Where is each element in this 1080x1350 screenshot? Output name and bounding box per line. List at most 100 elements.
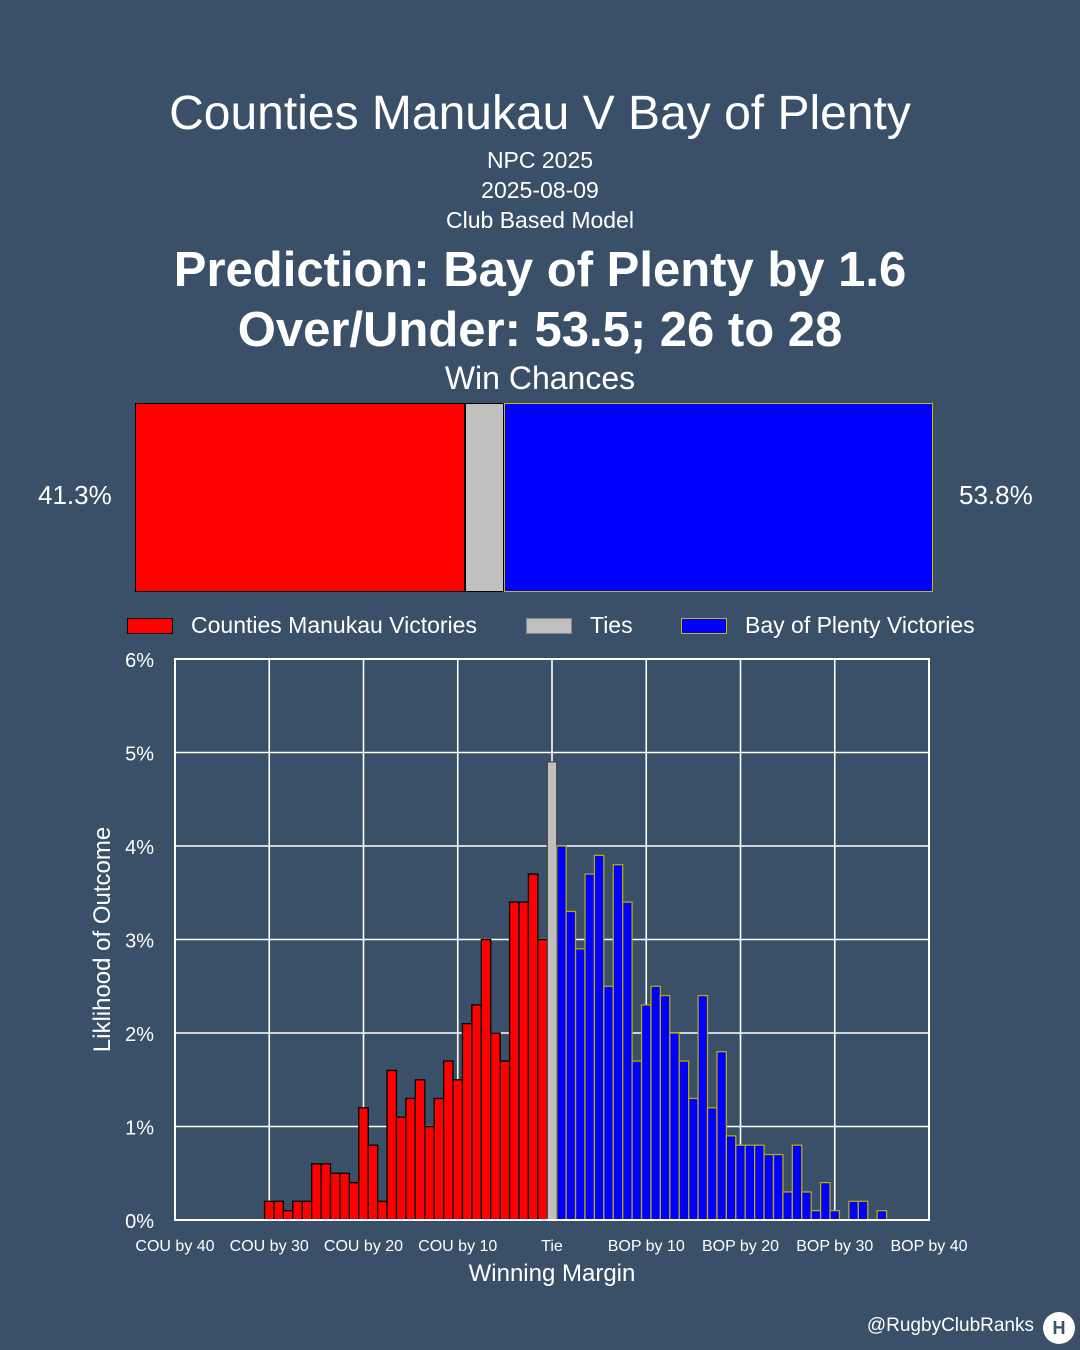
bar bbox=[763, 1153, 775, 1221]
bar bbox=[405, 1097, 416, 1221]
prediction-text: Prediction: Bay of Plenty by 1.6 bbox=[173, 243, 907, 297]
bar bbox=[527, 873, 539, 1221]
bar bbox=[574, 948, 586, 1221]
bar bbox=[461, 1023, 473, 1221]
x-tick-label: COU by 30 bbox=[230, 1238, 309, 1255]
credit-handle: @RugbyClubRanks bbox=[866, 1315, 1034, 1336]
legend-swatch-away bbox=[681, 617, 727, 634]
legend-label-home: Counties Manukau Victories bbox=[191, 612, 477, 638]
y-tick-label: 0% bbox=[125, 1211, 154, 1233]
y-tick-label: 2% bbox=[125, 1024, 154, 1046]
bar bbox=[688, 1097, 699, 1221]
bar bbox=[631, 1060, 643, 1221]
legend-item-tie: Ties bbox=[526, 612, 633, 639]
bar bbox=[782, 1191, 793, 1221]
bar bbox=[480, 938, 492, 1221]
bar bbox=[678, 1060, 690, 1221]
x-tick-label: COU by 10 bbox=[418, 1238, 497, 1255]
away-win-segment bbox=[503, 403, 933, 592]
tie-segment bbox=[464, 403, 504, 592]
bar bbox=[791, 1144, 803, 1221]
bar bbox=[725, 1135, 737, 1221]
x-tick-label: COU by 40 bbox=[135, 1238, 214, 1255]
bar bbox=[640, 1004, 652, 1221]
bar bbox=[499, 1060, 511, 1221]
bar bbox=[876, 1210, 888, 1221]
bar bbox=[273, 1200, 285, 1221]
bar bbox=[622, 901, 633, 1221]
y-tick-label: 4% bbox=[125, 837, 154, 859]
bar bbox=[744, 1144, 756, 1221]
x-tick-label: BOP by 20 bbox=[702, 1238, 779, 1255]
bar bbox=[508, 901, 520, 1221]
bar bbox=[565, 910, 577, 1221]
x-tick-label: BOP by 30 bbox=[796, 1238, 873, 1255]
bar bbox=[584, 873, 596, 1221]
bar bbox=[471, 1004, 482, 1221]
bar bbox=[810, 1210, 822, 1221]
bar bbox=[659, 994, 671, 1221]
y-axis-title: Liklihood of Outcome bbox=[89, 827, 116, 1052]
bar bbox=[819, 1181, 831, 1221]
bar bbox=[650, 985, 662, 1221]
over-under-text: Over/Under: 53.5; 26 to 28 bbox=[237, 303, 843, 357]
margin-histogram: 0% 1% 2% 3% 4% 5% 6% COU by 40 COU by 30 COU by 2… bbox=[89, 650, 968, 1287]
win-chances-bar bbox=[135, 403, 933, 592]
bar bbox=[546, 761, 558, 1221]
bar bbox=[367, 1144, 379, 1221]
bar bbox=[772, 1153, 784, 1221]
page-title: Counties Manukau V Bay of Plenty bbox=[169, 87, 911, 140]
bar bbox=[311, 1163, 322, 1221]
win-chances-title: Win Chances bbox=[444, 360, 636, 396]
bar bbox=[848, 1200, 859, 1221]
bar bbox=[301, 1200, 313, 1221]
legend-swatch-home bbox=[127, 617, 173, 634]
bar bbox=[716, 1051, 728, 1221]
bar bbox=[395, 1116, 407, 1221]
bar bbox=[320, 1163, 332, 1221]
x-tick-label: Tie bbox=[541, 1238, 563, 1255]
y-tick-label: 3% bbox=[125, 931, 154, 953]
bar bbox=[612, 864, 624, 1221]
match-date: 2025-08-09 bbox=[481, 177, 599, 203]
home-win-segment bbox=[135, 403, 465, 592]
bar bbox=[329, 1172, 341, 1221]
x-tick-label: COU by 20 bbox=[324, 1238, 403, 1255]
y-tick-label: 6% bbox=[125, 650, 154, 672]
bar bbox=[518, 901, 530, 1221]
bar bbox=[442, 1060, 454, 1221]
legend-item-home: Counties Manukau Victories bbox=[127, 612, 477, 639]
legend-label-tie: Ties bbox=[590, 612, 633, 638]
bar bbox=[801, 1191, 812, 1221]
brand-logo: H bbox=[1043, 1312, 1075, 1344]
legend-item-away: Bay of Plenty Victories bbox=[681, 612, 975, 639]
bar bbox=[348, 1181, 360, 1221]
legend-swatch-tie bbox=[526, 617, 572, 634]
bar bbox=[414, 1079, 426, 1221]
plot-frame bbox=[174, 658, 930, 1221]
x-tick-label: BOP by 10 bbox=[608, 1238, 685, 1255]
bar bbox=[339, 1172, 351, 1221]
bar bbox=[424, 1125, 435, 1221]
bar bbox=[292, 1200, 303, 1221]
bar bbox=[556, 845, 567, 1221]
y-tick-label: 1% bbox=[125, 1118, 154, 1140]
bar bbox=[263, 1200, 275, 1221]
bar bbox=[669, 1032, 680, 1221]
bar bbox=[753, 1144, 765, 1221]
bar bbox=[706, 1107, 718, 1221]
bar bbox=[490, 1032, 501, 1221]
bar bbox=[735, 1144, 746, 1221]
bar bbox=[603, 985, 614, 1221]
bar bbox=[857, 1200, 869, 1221]
away-win-pct: 53.8% bbox=[959, 480, 1033, 510]
bar bbox=[593, 854, 605, 1221]
y-tick-label: 5% bbox=[125, 744, 154, 766]
legend-label-away: Bay of Plenty Victories bbox=[745, 612, 975, 638]
bar bbox=[358, 1107, 369, 1221]
bar bbox=[829, 1210, 841, 1221]
bar bbox=[386, 1069, 398, 1221]
home-win-pct: 41.3% bbox=[38, 480, 112, 510]
competition-label: NPC 2025 bbox=[486, 147, 594, 173]
bar bbox=[433, 1097, 445, 1221]
